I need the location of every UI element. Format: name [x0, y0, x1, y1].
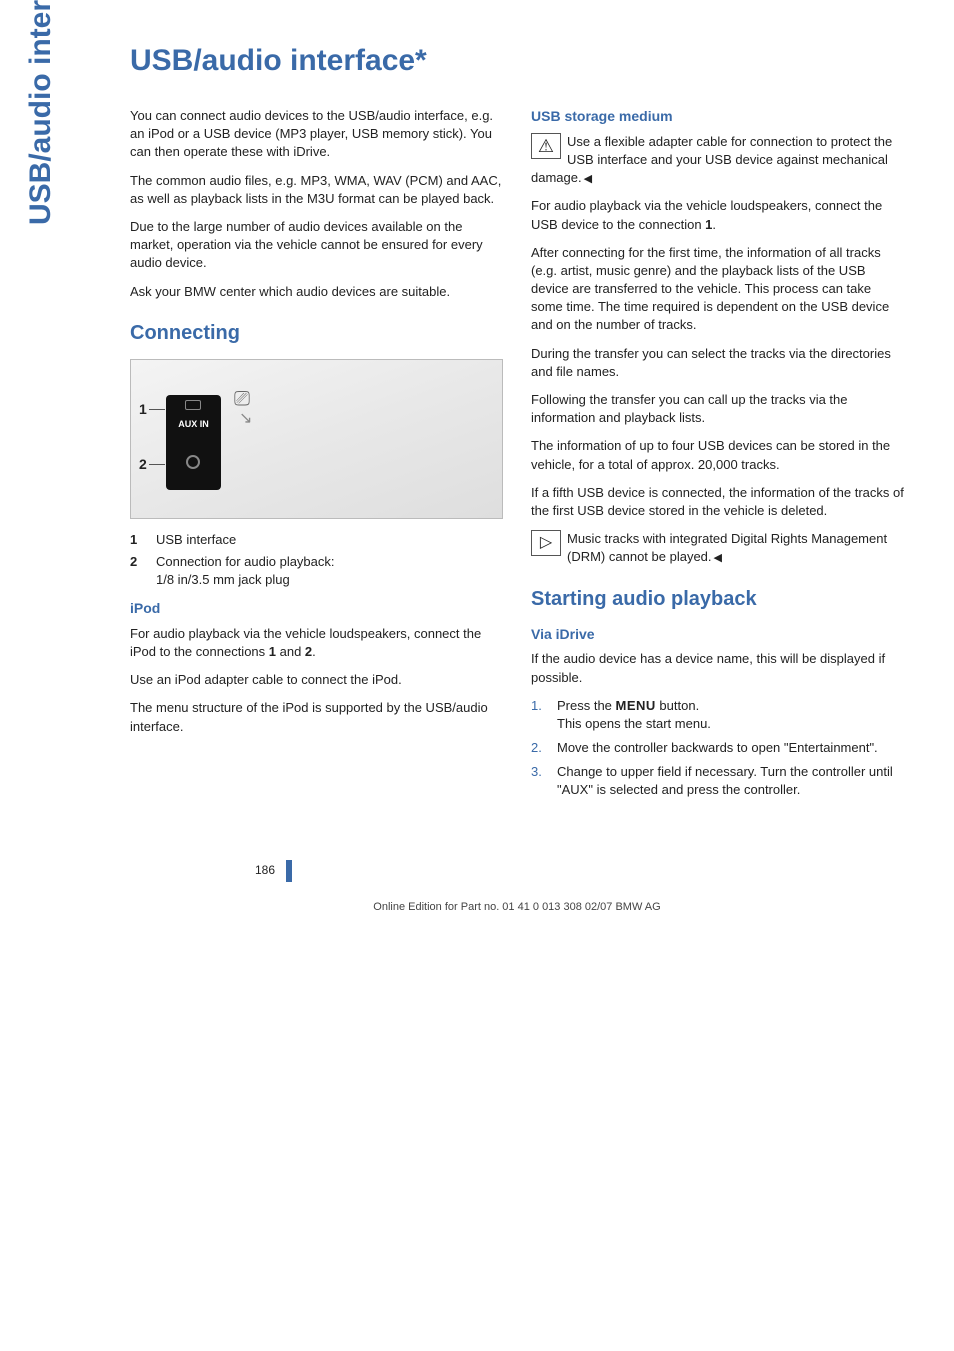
menu-button-label: MENU: [616, 698, 656, 713]
left-column: You can connect audio devices to the USB…: [130, 107, 503, 810]
usb-warning: Use a flexible adapter cable for connect…: [531, 133, 904, 188]
usb-note-text: Music tracks with integrated Digital Rig…: [567, 531, 887, 564]
usb-p5: Following the transfer you can call up t…: [531, 391, 904, 427]
step-3-num: 3.: [531, 763, 547, 799]
usb-warning-text: Use a flexible adapter cable for connect…: [531, 134, 892, 185]
ipod-p3: The menu structure of the iPod is suppor…: [130, 699, 503, 735]
page-title: USB/audio interface*: [130, 40, 904, 82]
connecting-heading: Connecting: [130, 319, 503, 347]
starting-heading: Starting audio playback: [531, 585, 904, 613]
intro-p4: Ask your BMW center which audio devices …: [130, 283, 503, 301]
legend-num-1: 1: [130, 531, 144, 549]
step-1: 1. Press the MENU button. This opens the…: [531, 697, 904, 733]
note-icon: [531, 530, 561, 556]
usb-p3: After connecting for the first time, the…: [531, 244, 904, 335]
via-idrive-heading: Via iDrive: [531, 625, 904, 645]
legend-row-1: 1 USB interface: [130, 531, 503, 549]
step-1-num: 1.: [531, 697, 547, 733]
usb-p4: During the transfer you can select the t…: [531, 345, 904, 381]
legend-text-2b: 1/8 in/3.5 mm jack plug: [156, 572, 290, 587]
aux-in-label: AUX IN: [171, 420, 216, 430]
page-number: 186: [255, 863, 275, 877]
usb-p7: If a fifth USB device is connected, the …: [531, 484, 904, 520]
connecting-diagram: AUX IN ⎚ ↘ 1 2: [130, 359, 503, 519]
step-3: 3. Change to upper field if necessary. T…: [531, 763, 904, 799]
diagram-legend: 1 USB interface 2 Connection for audio p…: [130, 531, 503, 590]
legend-text-2a: Connection for audio playback:: [156, 554, 335, 569]
page-number-block: 186: [255, 860, 904, 882]
ipod-p2: Use an iPod adapter cable to connect the…: [130, 671, 503, 689]
usb-p2: For audio playback via the vehicle louds…: [531, 197, 904, 233]
step-2: 2. Move the controller backwards to open…: [531, 739, 904, 757]
intro-p2: The common audio files, e.g. MP3, WMA, W…: [130, 172, 503, 208]
side-tab: USB/audio interface: [20, 0, 62, 225]
legend-row-2: 2 Connection for audio playback: 1/8 in/…: [130, 553, 503, 589]
right-column: USB storage medium Use a flexible adapte…: [531, 107, 904, 810]
ipod-heading: iPod: [130, 599, 503, 619]
ipod-p1: For audio playback via the vehicle louds…: [130, 625, 503, 661]
intro-p1: You can connect audio devices to the USB…: [130, 107, 503, 162]
footer: Online Edition for Part no. 01 41 0 013 …: [130, 900, 904, 915]
legend-num-2: 2: [130, 553, 144, 589]
usb-storage-heading: USB storage medium: [531, 107, 904, 127]
diagram-callout-2: 2: [139, 455, 147, 475]
arrow-icon: ↘: [239, 408, 252, 430]
warning-icon: [531, 133, 561, 159]
legend-text-1: USB interface: [156, 531, 236, 549]
intro-p3: Due to the large number of audio devices…: [130, 218, 503, 273]
page-number-bar: [286, 860, 292, 882]
step-2-num: 2.: [531, 739, 547, 757]
steps-list: 1. Press the MENU button. This opens the…: [531, 697, 904, 800]
usb-p6: The information of up to four USB device…: [531, 437, 904, 473]
usb-note: Music tracks with integrated Digital Rig…: [531, 530, 904, 567]
starting-intro: If the audio device has a device name, t…: [531, 650, 904, 686]
diagram-callout-1: 1: [139, 400, 147, 420]
